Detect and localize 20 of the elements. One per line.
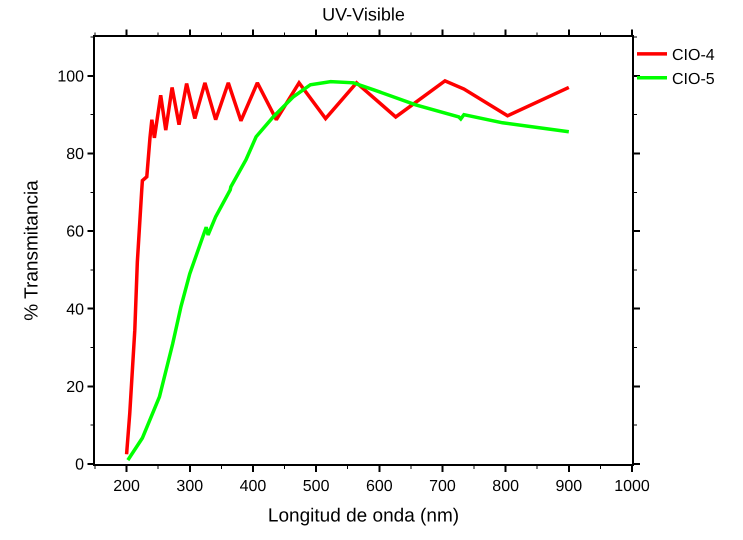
x-tick-label: 400 — [240, 478, 266, 495]
x-tick-label: 700 — [429, 478, 456, 495]
legend-label: CIO-4 — [672, 47, 715, 64]
y-tick-label: 40 — [66, 301, 84, 318]
y-tick-label: 20 — [66, 378, 84, 396]
y-tick-label: 80 — [66, 146, 84, 164]
legend-label: CIO-5 — [672, 70, 715, 88]
y-tick-label: 0 — [75, 456, 84, 474]
x-tick-label: 1000 — [614, 478, 650, 495]
y-tick-label: 60 — [66, 224, 84, 241]
x-tick-label: 800 — [492, 478, 520, 495]
x-axis-title: Longitud de onda (nm) — [268, 505, 460, 526]
y-tick-label: 100 — [57, 68, 84, 86]
x-tick-label: 300 — [176, 478, 204, 495]
x-tick-label: 900 — [555, 478, 582, 495]
x-tick-label: 200 — [113, 478, 140, 495]
x-tick-label: 600 — [366, 478, 393, 495]
chart-title: UV-Visible — [322, 4, 405, 25]
y-axis-title: % Transmitancia — [22, 180, 43, 321]
x-tick-label: 500 — [302, 478, 330, 495]
